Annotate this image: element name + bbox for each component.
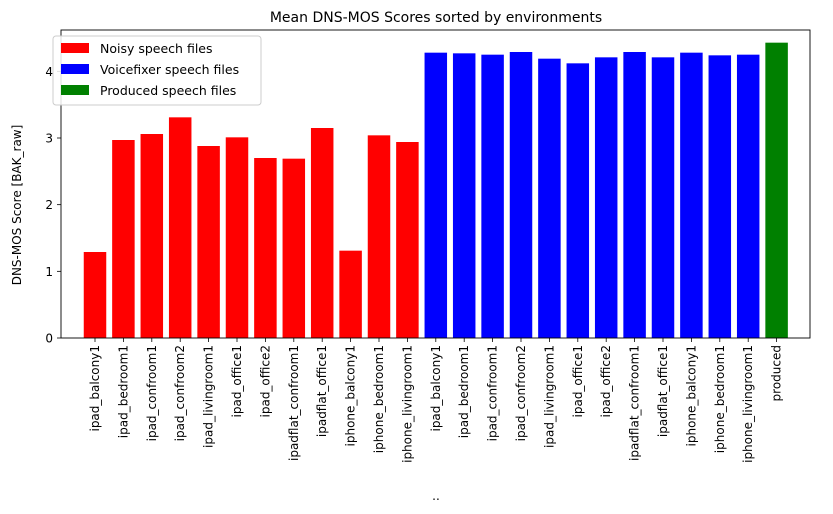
x-tick-label-17: ipad_office1 <box>571 345 585 417</box>
x-tick-label-21: iphone_balcony1 <box>684 345 698 446</box>
x-tick-label-18: ipad_office2 <box>599 345 613 417</box>
bar-18 <box>594 57 618 338</box>
legend-label-1: Voicefixer speech files <box>100 62 239 77</box>
bar-23 <box>736 54 760 339</box>
legend-swatch-2 <box>61 85 89 95</box>
y-tick-label-1: 1 <box>45 265 53 279</box>
bar-5 <box>225 137 249 338</box>
bar-4 <box>197 146 220 338</box>
bar-7 <box>282 158 306 338</box>
bar-15 <box>509 52 533 338</box>
bar-0 <box>83 252 107 338</box>
x-tick-label-8: ipadflat_office1 <box>315 345 329 437</box>
bars-group <box>83 42 788 339</box>
bar-1 <box>112 140 135 338</box>
x-axis: ipad_balcony1 ipad_bedroom1 ipad_confroom1… <box>88 338 784 463</box>
y-tick-label-4: 4 <box>45 65 53 79</box>
y-axis-label: DNS-MOS Score [BAK_raw] <box>10 125 24 286</box>
x-tick-label-0: ipad_balcony1 <box>88 345 102 432</box>
x-tick-label-23: iphone_livingroom1 <box>741 345 755 463</box>
bar-17 <box>566 63 590 338</box>
x-tick-label-3: ipad_confroom2 <box>173 345 187 441</box>
bar-9 <box>339 250 362 338</box>
legend-label-0: Noisy speech files <box>100 41 213 56</box>
x-tick-label-6: ipad_office2 <box>258 345 272 417</box>
chart-title: Mean DNS-MOS Scores sorted by environmen… <box>270 10 602 26</box>
x-tick-label-10: iphone_bedroom1 <box>372 345 386 453</box>
legend-label-2: Produced speech files <box>100 83 236 98</box>
bar-11 <box>396 142 419 338</box>
y-tick-label-0: 0 <box>45 332 53 346</box>
x-tick-label-4: ipad_livingroom1 <box>202 345 216 448</box>
bar-13 <box>452 53 476 338</box>
y-tick-label-2: 2 <box>45 198 53 212</box>
y-tick-label-3: 3 <box>45 132 53 146</box>
bar-3 <box>168 117 192 338</box>
x-tick-label-13: ipad_bedroom1 <box>457 345 471 438</box>
bar-12 <box>424 52 448 339</box>
plot-frame <box>60 29 811 339</box>
x-tick-label-22: iphone_bedroom1 <box>713 345 727 453</box>
x-tick-label-11: iphone_livingroom1 <box>400 345 414 463</box>
legend-swatch-1 <box>61 64 89 74</box>
x-tick-label-2: ipad_confroom1 <box>145 345 159 441</box>
legend-swatch-0 <box>61 43 89 53</box>
x-axis-label: .. <box>432 489 440 503</box>
x-tick-label-12: ipad_balcony1 <box>429 345 443 432</box>
x-tick-label-5: ipad_office1 <box>230 345 244 417</box>
bar-19 <box>623 52 646 338</box>
bar-16 <box>538 58 561 339</box>
bar-20 <box>651 57 675 338</box>
bar-10 <box>367 135 391 338</box>
bar-2 <box>140 134 164 338</box>
x-tick-label-7: ipadflat_confroom1 <box>287 345 301 461</box>
x-tick-label-15: ipad_confroom2 <box>514 345 528 441</box>
x-tick-label-19: ipadflat_confroom1 <box>628 345 642 461</box>
bar-6 <box>254 158 277 338</box>
bar-8 <box>310 128 334 338</box>
bar-14 <box>481 54 504 339</box>
legend-box <box>52 35 262 106</box>
x-tick-label-20: ipadflat_office1 <box>656 345 670 437</box>
legend: Noisy speech files Voicefixer speech file… <box>52 35 262 106</box>
x-tick-label-24: produced <box>770 345 784 401</box>
bar-21 <box>680 52 703 339</box>
bar-22 <box>708 55 732 338</box>
x-tick-label-16: ipad_livingroom1 <box>542 345 556 448</box>
x-tick-label-14: ipad_confroom1 <box>486 345 500 441</box>
x-tick-label-9: iphone_balcony1 <box>344 345 358 446</box>
x-tick-label-1: ipad_bedroom1 <box>116 345 130 438</box>
bar-24 <box>765 42 788 339</box>
